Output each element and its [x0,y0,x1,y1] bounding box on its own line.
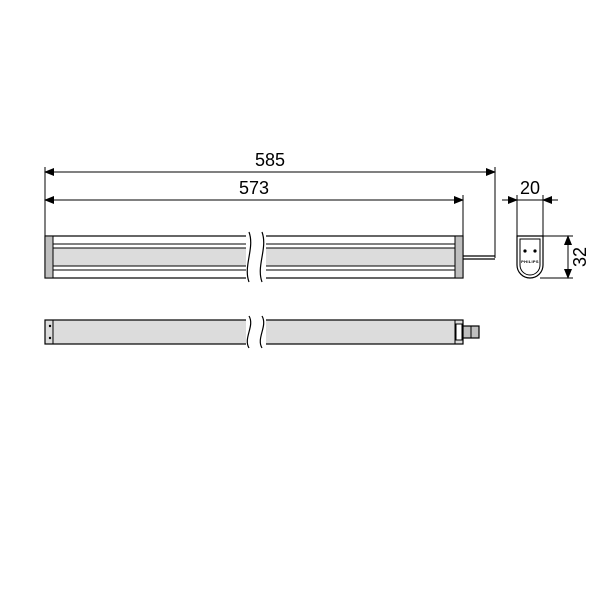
dim-20-value: 20 [520,178,540,198]
dimension-drawing: 585 573 PHILIPS 20 32 [0,0,600,600]
top-view [45,316,479,348]
break-mark-side [246,232,266,282]
dim-585-value: 585 [255,150,285,170]
dim-32: 32 [540,236,590,278]
dim-573-value: 573 [239,178,269,198]
end-view: PHILIPS [517,236,543,278]
dim-20: 20 [502,178,558,236]
side-view [45,232,495,282]
brand-label: PHILIPS [521,259,539,264]
dim-32-value: 32 [570,247,590,267]
dim-573: 573 [45,178,463,236]
break-mark-top [246,316,266,348]
